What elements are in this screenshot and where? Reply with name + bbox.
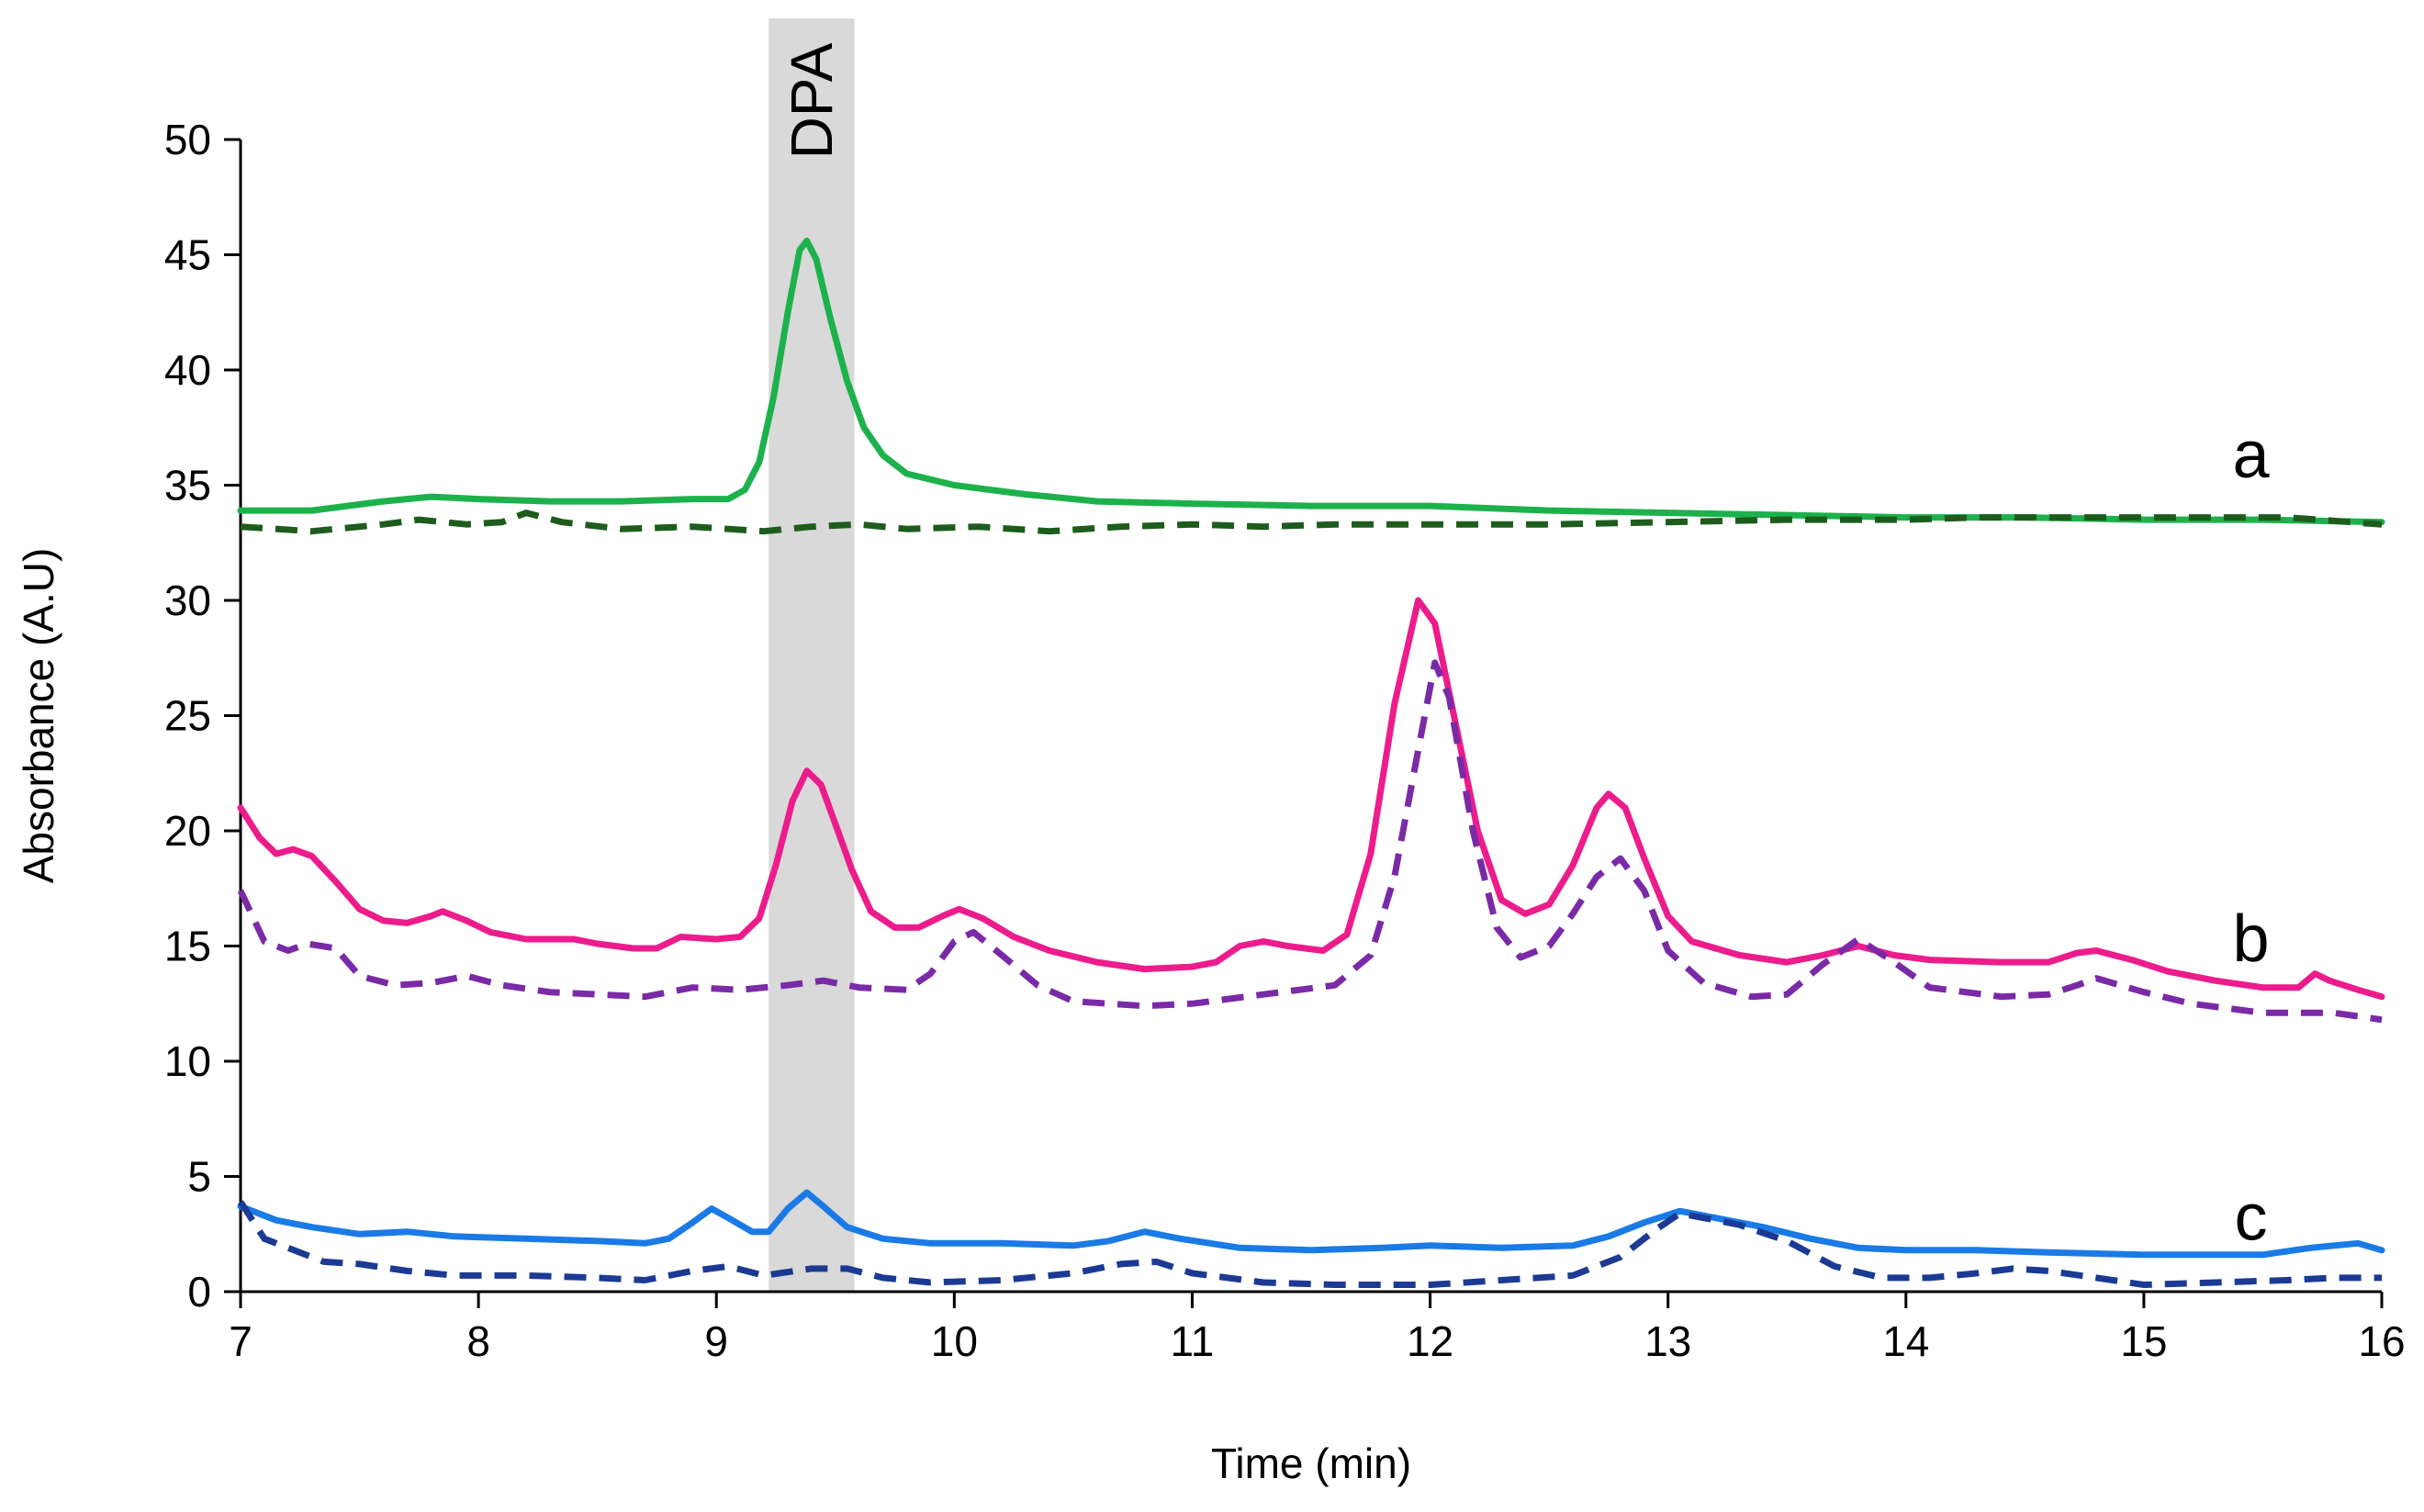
y-axis-title: Absorbance (A.U) — [15, 548, 62, 884]
series-label-b: b — [2232, 902, 2269, 976]
x-tick-label: 10 — [931, 1317, 978, 1365]
dpa-band-label: DPA — [779, 42, 845, 159]
y-tick-label: 0 — [187, 1268, 211, 1316]
y-tick-label: 10 — [164, 1037, 211, 1085]
series-line-c-dashed — [238, 1200, 2382, 1288]
dpa-highlight-band — [769, 18, 855, 1292]
y-tick-label: 35 — [164, 462, 211, 510]
series-line-b-dashed — [237, 659, 2383, 1024]
x-tick-label: 13 — [1644, 1317, 1691, 1365]
axes: 0 5 10 15 20 25 30 35 40 45 50 7 8 9 10 11 12 13 14 15 16 — [164, 116, 2406, 1365]
y-tick-label: 15 — [164, 923, 211, 970]
series-label-c: c — [2234, 1182, 2267, 1255]
y-tick-label: 50 — [164, 116, 211, 163]
y-tick-label: 45 — [164, 231, 211, 279]
x-tick-label: 12 — [1407, 1317, 1453, 1365]
series-line-c-solid — [237, 1189, 2385, 1259]
series-layer — [237, 237, 2385, 1288]
y-tick-label: 5 — [187, 1153, 211, 1201]
y-tick-label: 25 — [164, 692, 211, 740]
labels-layer: Time (min) Absorbance (A.U) DPA a b c — [15, 42, 2270, 1487]
highlight-band-layer — [769, 18, 855, 1292]
x-tick-label: 11 — [1171, 1317, 1215, 1365]
x-tick-label: 15 — [2120, 1317, 2167, 1365]
x-tick-label: 7 — [229, 1317, 252, 1365]
x-axis-title: Time (min) — [1211, 1439, 1411, 1487]
y-tick-label: 40 — [164, 346, 211, 394]
series-line-a-solid — [237, 237, 2385, 526]
x-tick-label: 14 — [1882, 1317, 1929, 1365]
y-tick-label: 20 — [164, 807, 211, 855]
x-tick-label: 16 — [2358, 1317, 2405, 1365]
x-tick-label: 9 — [704, 1317, 728, 1365]
series-line-b-solid — [237, 597, 2385, 1001]
y-tick-label: 30 — [164, 577, 211, 624]
series-label-a: a — [2232, 419, 2270, 492]
series-line-a-dashed — [240, 510, 2383, 535]
x-tick-label: 8 — [466, 1317, 490, 1365]
